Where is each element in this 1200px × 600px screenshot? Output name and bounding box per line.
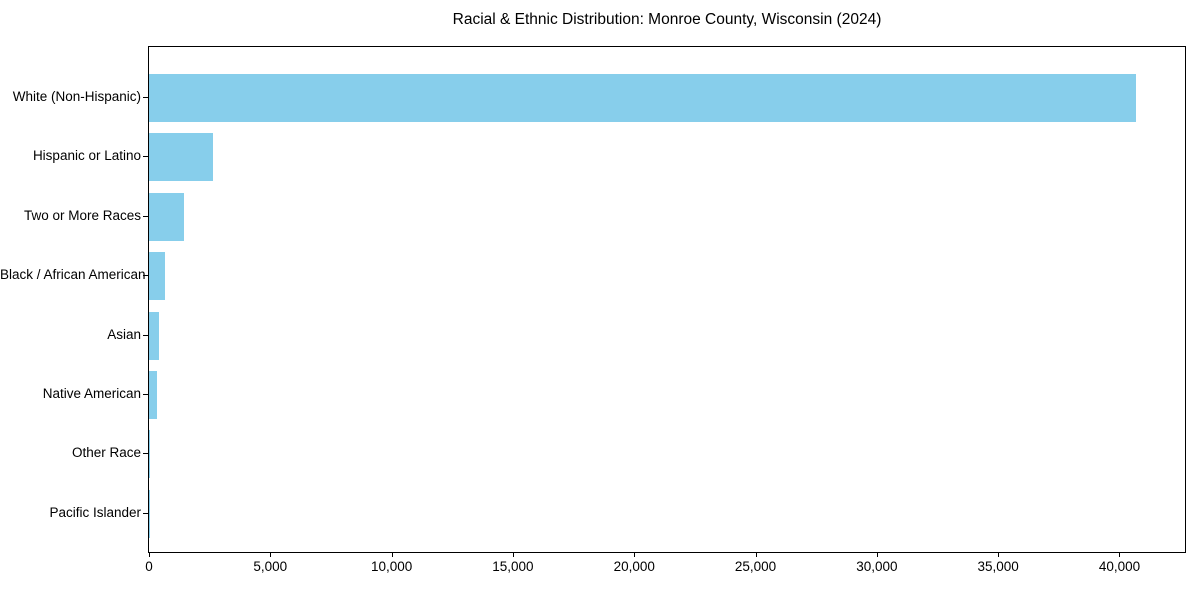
bar-asian [149,311,160,360]
y-tick-mark [143,275,148,277]
x-tick-label: 10,000 [370,559,413,574]
x-tick-mark [1119,552,1121,557]
y-tick-mark [143,156,148,158]
x-tick-mark [998,552,1000,557]
x-tick-mark [270,552,272,557]
x-tick-label: 15,000 [492,559,534,574]
x-tick-mark [876,552,878,557]
x-tick-label: 40,000 [1098,559,1141,574]
x-tick-label: 30,000 [856,559,898,574]
x-tick-label: 20,000 [613,559,655,574]
y-tick-mark [143,394,148,395]
y-tick-label: White (Non-Hispanic) [12,89,141,104]
y-tick-mark [143,97,148,98]
y-tick-mark [143,453,148,455]
bar-white-non-hispanic [149,74,1137,122]
y-tick-label: Asian [107,326,141,342]
x-tick-label: 25,000 [734,559,777,574]
y-tick-label: Hispanic or Latino [32,148,141,164]
plot-area [148,46,1186,553]
bar-hispanic-or-latino [149,133,214,182]
bar-pacific-islander [149,489,150,538]
x-tick-mark [512,552,514,557]
y-tick-label: Two or More Races [23,207,141,223]
x-tick-mark [755,552,757,557]
y-tick-label: Native American [42,386,141,401]
y-tick-label: Black / African American [0,267,146,283]
bar-native-american [149,371,158,419]
x-tick-label: 5,000 [253,559,288,574]
bar-black-african-american [149,252,166,301]
y-tick-mark [143,512,148,514]
y-tick-label: Pacific Islander [49,504,141,520]
x-tick-label: 35,000 [977,559,1019,574]
x-tick-mark [149,552,150,557]
bar-other-race [149,430,151,479]
bar-two-or-more-races [149,192,184,241]
chart-title: Racial & Ethnic Distribution: Monroe Cou… [452,11,882,28]
y-tick-label: Other Race [71,445,141,461]
x-tick-mark [391,552,393,557]
y-tick-mark [143,334,148,336]
x-tick-mark [634,552,636,557]
y-tick-mark [143,215,148,217]
x-tick-label: 0 [145,559,153,574]
